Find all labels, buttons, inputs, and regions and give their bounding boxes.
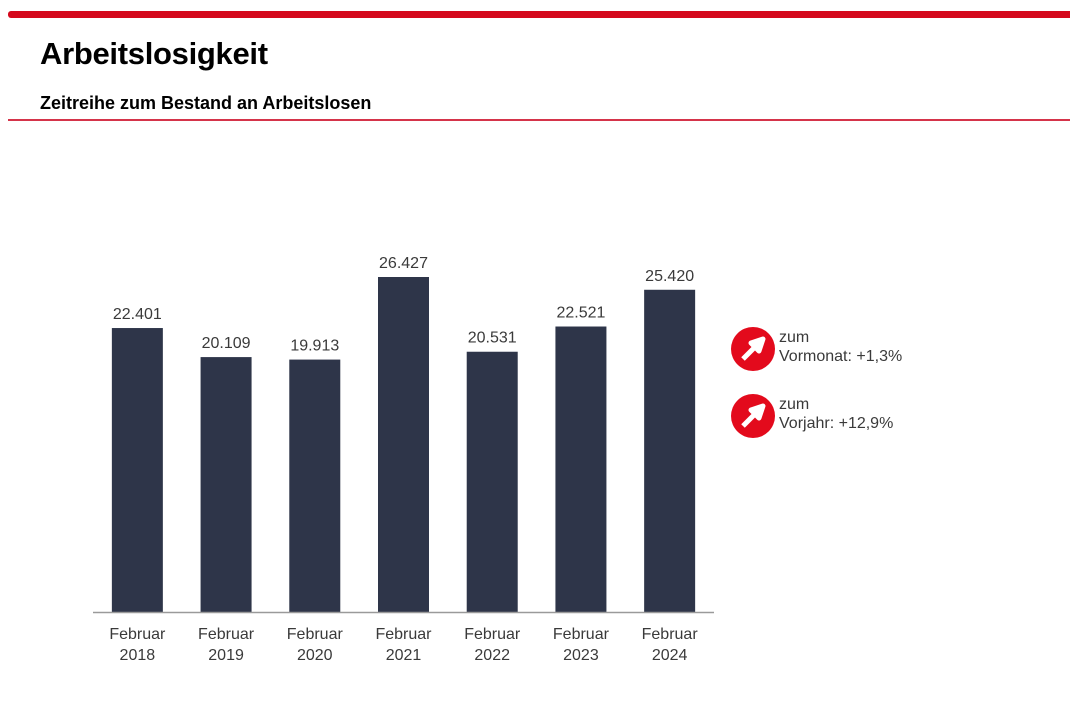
indicator-value: +12,9%	[838, 415, 894, 432]
data-label: 22.521	[556, 305, 605, 322]
x-tick-label: 2022	[474, 647, 510, 664]
x-tick-label: 2020	[297, 647, 333, 664]
arrow-up-right-icon	[731, 394, 775, 438]
indicator-vormonat: zum Vormonat: +1,3%	[731, 327, 902, 371]
x-tick-label: Februar	[198, 626, 255, 643]
x-tick-label: Februar	[109, 626, 166, 643]
bar-2022	[466, 351, 518, 612]
data-label: 26.427	[379, 255, 428, 272]
x-tick-label: 2024	[652, 647, 688, 664]
subtitle-divider	[8, 119, 1070, 121]
data-label: 20.109	[202, 335, 251, 352]
arrow-up-right-icon	[731, 327, 775, 371]
data-label: 20.531	[468, 330, 517, 347]
indicator-line1: zum	[779, 396, 810, 413]
page-subtitle: Zeitreihe zum Bestand an Arbeitslosen	[40, 93, 372, 113]
x-tick-label: 2019	[208, 647, 244, 664]
x-tick-label: 2018	[120, 647, 156, 664]
indicator-label: Vorjahr:	[779, 415, 835, 432]
page-title: Arbeitslosigkeit	[40, 36, 268, 71]
indicator-label: Vormonat:	[779, 348, 852, 365]
x-tick-label: Februar	[553, 626, 610, 643]
data-label: 19.913	[290, 338, 339, 355]
bar-2021	[378, 277, 429, 612]
top-accent-bar	[8, 11, 1070, 18]
data-label: 22.401	[113, 306, 162, 323]
indicator-vorjahr: zum Vorjahr: +12,9%	[731, 394, 893, 438]
bar-2019	[200, 357, 252, 612]
bar-2020	[289, 359, 341, 612]
indicator-value: +1,3%	[856, 348, 903, 365]
indicator-line1: zum	[779, 329, 810, 346]
bar-2023	[555, 326, 607, 612]
x-tick-label: Februar	[464, 626, 521, 643]
x-tick-label: Februar	[642, 626, 699, 643]
x-tick-label: 2023	[563, 647, 599, 664]
bar-2018	[111, 328, 163, 612]
x-tick-label: Februar	[375, 626, 432, 643]
bar-2024	[644, 289, 696, 612]
x-tick-label: Februar	[287, 626, 344, 643]
data-label: 25.420	[645, 268, 694, 285]
x-tick-label: 2021	[386, 647, 422, 664]
